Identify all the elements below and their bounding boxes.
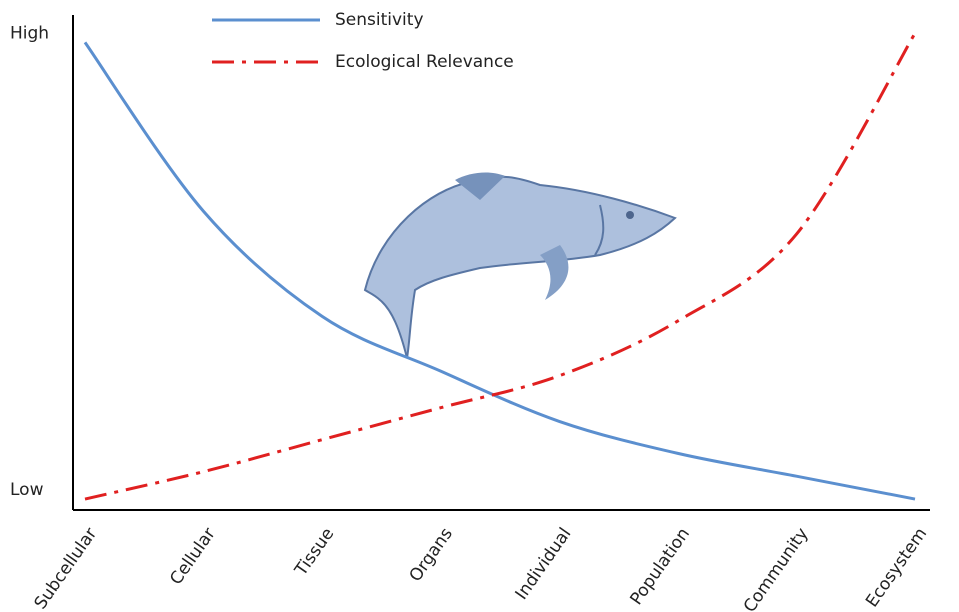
x-tick-label: Organs (406, 524, 457, 585)
x-tick-label: Cellular (166, 524, 219, 588)
x-tick-label: Community (740, 524, 813, 612)
x-tick-label: Individual (512, 524, 576, 603)
x-tick-label: Tissue (291, 524, 339, 580)
legend-label: Ecological Relevance (335, 52, 514, 72)
y-tick-label: High (10, 23, 49, 43)
y-tick-label: Low (10, 480, 44, 500)
chart: High Low Subcellular Cellular Tissue Organs In… (0, 0, 959, 612)
x-tick-label: Ecosystem (862, 524, 931, 611)
series-line (85, 42, 915, 499)
x-tick-label: Population (626, 524, 694, 609)
legend-label: Sensitivity (335, 10, 424, 30)
x-tick-label: Subcellular (31, 524, 102, 612)
fish-illustration (365, 173, 675, 358)
